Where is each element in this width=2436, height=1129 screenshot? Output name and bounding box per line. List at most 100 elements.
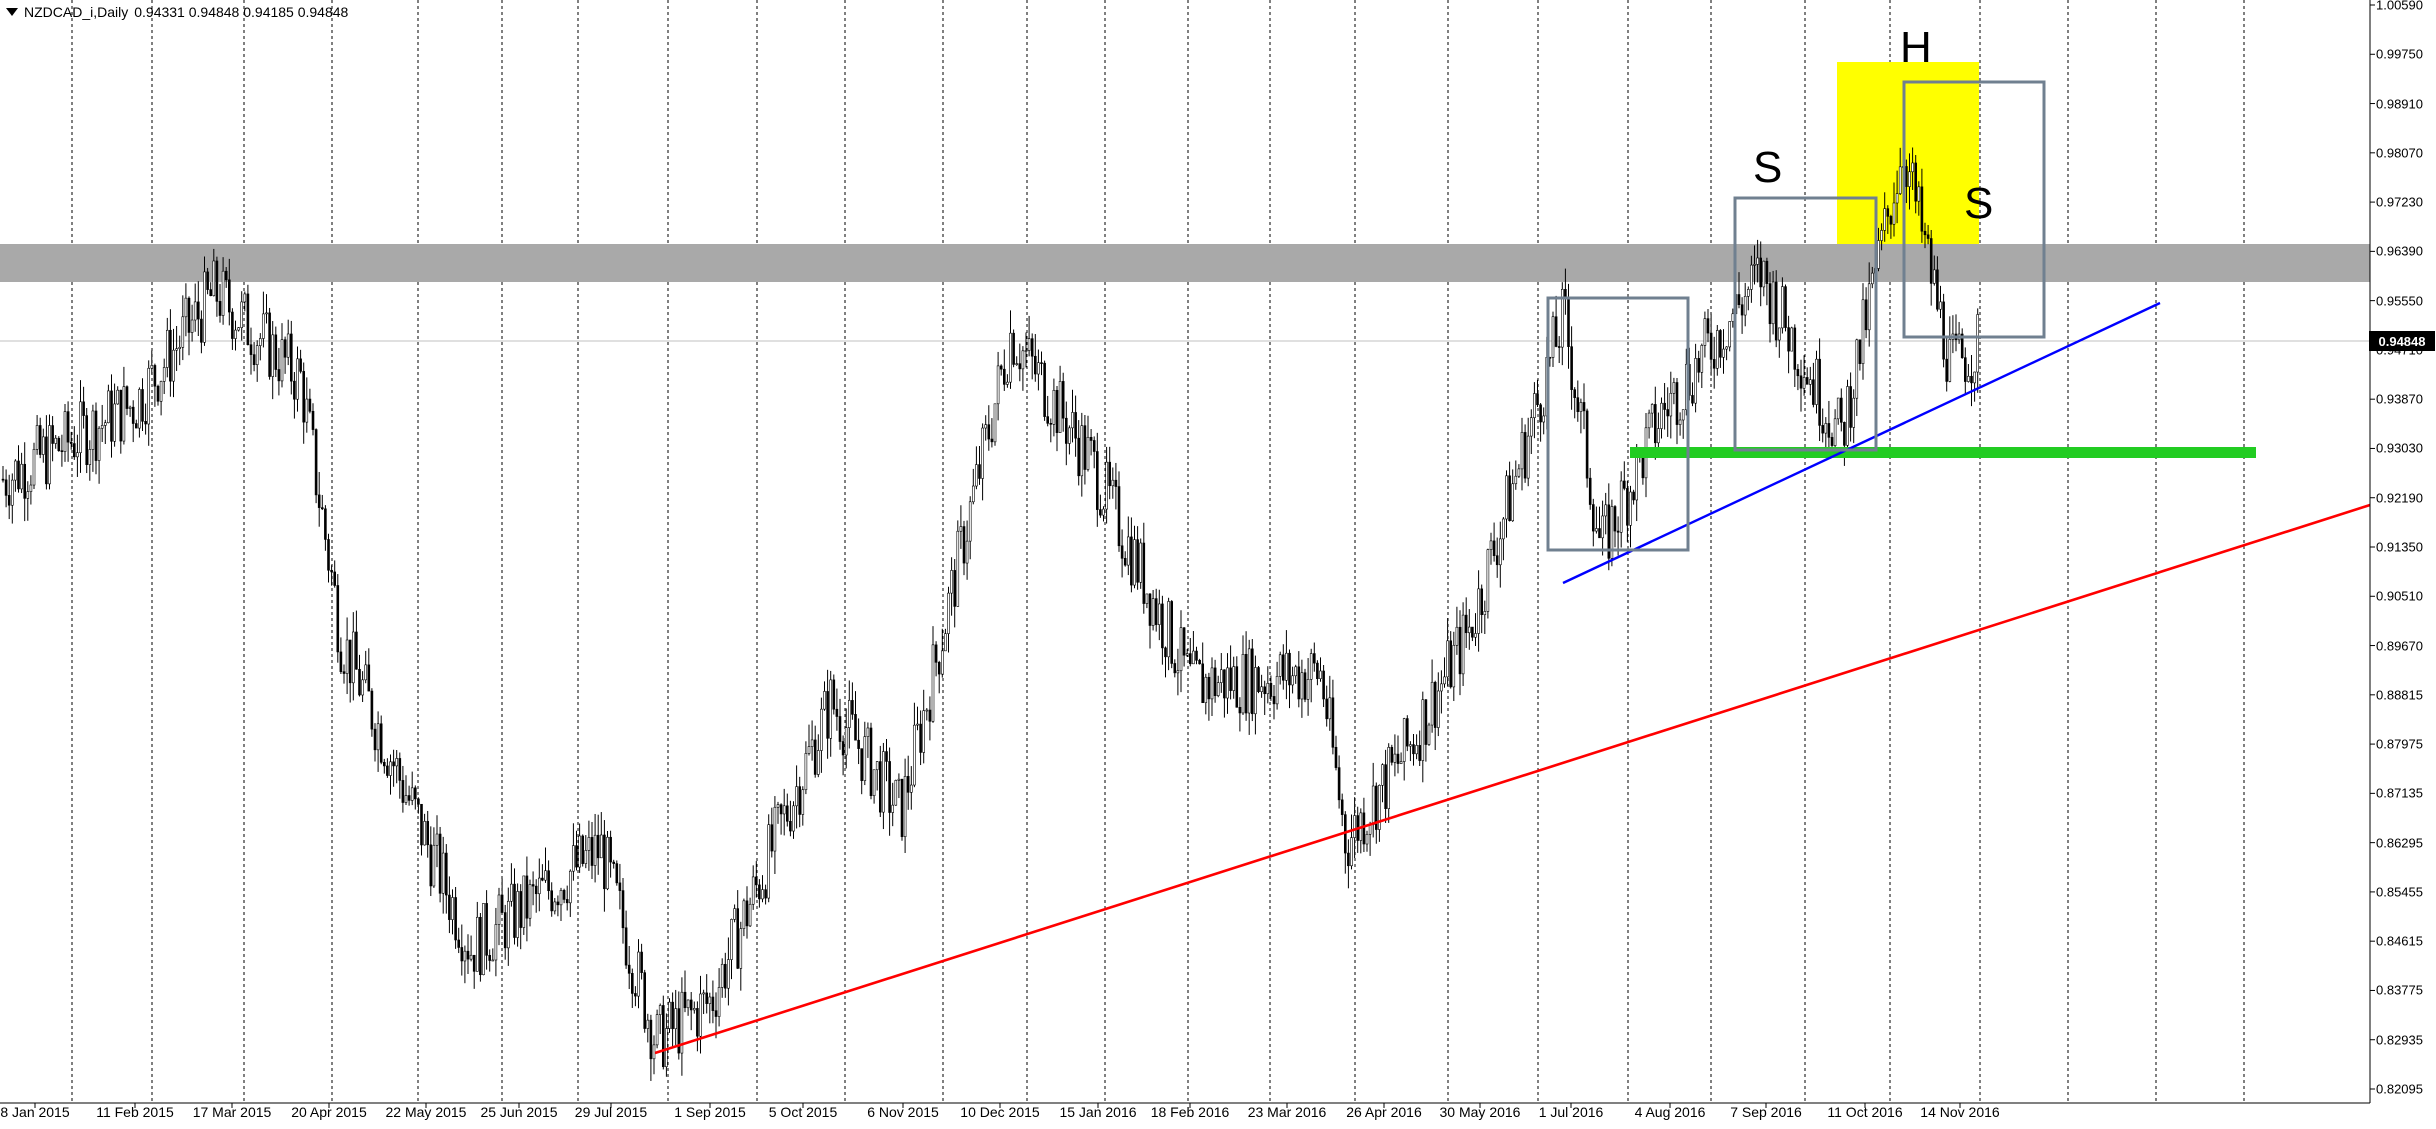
candle-body <box>1858 339 1862 364</box>
left-shoulder-label: S <box>1753 143 1782 192</box>
candle-body <box>730 919 733 960</box>
candle-body <box>1697 358 1700 373</box>
candle-body <box>252 354 256 366</box>
candle-body <box>981 427 984 479</box>
candle-body <box>1282 654 1285 681</box>
candle-body <box>435 833 439 846</box>
long-trendline[interactable] <box>654 503 2371 1055</box>
candle-body <box>1681 409 1685 421</box>
candle-body <box>1430 681 1434 726</box>
candle-body <box>1486 549 1490 612</box>
candle-body <box>1774 281 1778 341</box>
candle-body <box>978 464 981 479</box>
candle-body <box>630 973 634 994</box>
date-tick-label: 25 Jun 2015 <box>480 1104 558 1120</box>
candle-body <box>696 1008 699 1037</box>
candle-body <box>469 954 473 960</box>
candle-body <box>1086 436 1090 470</box>
candle-body <box>900 778 904 837</box>
candle-body <box>364 664 368 681</box>
candle-body <box>823 691 826 710</box>
candle-body <box>1043 362 1046 417</box>
candle-body <box>1210 667 1214 700</box>
candle-body <box>1322 670 1325 700</box>
candle-body <box>91 410 95 450</box>
candle-body <box>1254 667 1257 715</box>
date-tick-label: 1 Sep 2015 <box>674 1104 746 1120</box>
candle-body <box>1402 718 1406 762</box>
candle-body <box>1176 670 1180 674</box>
dropdown-triangle-icon[interactable] <box>6 8 18 16</box>
candle-body <box>314 429 318 496</box>
price-tick-label: 0.89670 <box>2376 638 2423 654</box>
candle-body <box>807 746 811 754</box>
head-label: H <box>1900 23 1932 72</box>
pattern-box-1[interactable] <box>1546 296 1690 552</box>
candle-body <box>1629 491 1632 526</box>
candle-body <box>522 875 526 928</box>
candle-body <box>1911 162 1914 173</box>
candle-body <box>218 301 222 316</box>
candle-body <box>1743 295 1747 316</box>
candle-body <box>599 834 603 859</box>
candle-body <box>417 798 420 805</box>
candle-body <box>999 365 1003 370</box>
candle-body <box>1830 437 1834 446</box>
candle-body <box>166 329 169 368</box>
candle-body <box>810 739 814 747</box>
candle-body <box>262 313 265 339</box>
candle-body <box>240 301 243 328</box>
candle-body <box>85 415 88 465</box>
candle-body <box>156 385 160 402</box>
candle-body <box>76 452 79 458</box>
candle-body <box>1929 238 1933 284</box>
candle-body <box>1381 764 1384 786</box>
candle-body <box>212 260 216 297</box>
candle-body <box>14 460 17 481</box>
candle-body <box>429 844 433 887</box>
candle-body <box>1058 381 1062 433</box>
pattern-box-head-right-shoulder[interactable] <box>1902 80 2046 339</box>
candle-body <box>525 875 529 919</box>
candle-body <box>413 787 417 800</box>
candle-body <box>705 992 709 1004</box>
candle-body <box>1753 264 1756 266</box>
candle-body <box>215 260 219 302</box>
candle-body <box>404 795 408 803</box>
candle-body <box>1948 339 1952 382</box>
candle-body <box>277 369 281 382</box>
candle-body <box>584 850 588 864</box>
candle-body <box>692 1008 696 1011</box>
candle-body <box>1508 475 1511 522</box>
candle-body <box>1728 321 1731 348</box>
short-trendline[interactable] <box>1562 301 2161 585</box>
candle-body <box>1102 508 1105 516</box>
candle-body <box>190 319 194 333</box>
candle-body <box>1108 461 1111 487</box>
candle-body <box>1117 486 1121 547</box>
candle-body <box>466 950 470 960</box>
candle-body <box>906 776 910 793</box>
candle-body <box>1151 598 1155 626</box>
candle-body <box>1185 653 1189 656</box>
candle-body <box>1595 528 1598 532</box>
candle-body <box>754 876 758 886</box>
candle-body <box>829 679 833 739</box>
candle-body <box>444 852 448 896</box>
candle-body <box>1861 299 1865 364</box>
date-tick-label: 7 Sep 2016 <box>1730 1104 1802 1120</box>
candle-body <box>1799 375 1803 389</box>
candle-body <box>454 897 457 941</box>
candle-body <box>916 723 919 726</box>
candle-body <box>1784 286 1787 328</box>
candle-body <box>1111 479 1115 487</box>
candle-body <box>1793 327 1797 370</box>
candle-body <box>640 951 643 973</box>
candle-body <box>1613 506 1617 532</box>
candle-body <box>661 1005 665 1068</box>
pattern-box-left-shoulder[interactable] <box>1733 196 1878 452</box>
candle-body <box>494 924 498 961</box>
candle-body <box>451 897 454 920</box>
ohlc-values: 0.94331 0.94848 0.94185 0.94848 <box>134 4 349 20</box>
